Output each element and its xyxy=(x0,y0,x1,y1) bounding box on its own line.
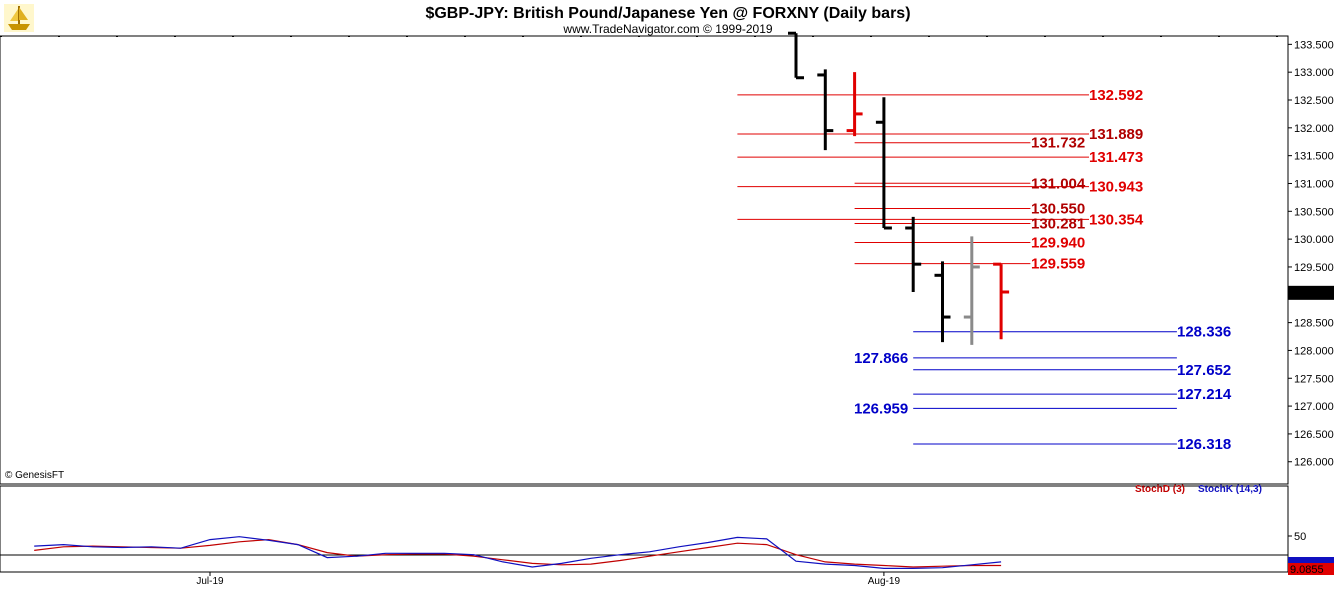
resistance-label: 129.559 xyxy=(1031,256,1085,273)
resistance-label: 132.592 xyxy=(1089,87,1143,104)
x-tick-label: Jul-19 xyxy=(196,576,224,587)
ohlc-bar xyxy=(934,261,951,343)
price-panel xyxy=(0,35,1289,485)
stoch-d-line xyxy=(34,538,1002,568)
stoch-panel xyxy=(0,485,1289,573)
price-tick-label: 131.000 xyxy=(1294,178,1334,190)
stoch-tick-label: 50 xyxy=(1294,531,1306,543)
stoch-d-last-label: 9.0855 xyxy=(1290,564,1324,576)
price-tick-label: 126.000 xyxy=(1294,457,1334,469)
legend-stoch-d: StochD (3) xyxy=(1135,484,1185,495)
ohlc-bar xyxy=(963,236,980,345)
price-tick-label: 130.500 xyxy=(1294,206,1334,218)
chart-subtitle: www.TradeNavigator.com © 1999-2019 xyxy=(562,22,772,36)
price-tick-label: 127.500 xyxy=(1294,373,1334,385)
resistance-label: 129.940 xyxy=(1031,234,1085,251)
ohlc-bar xyxy=(993,262,1010,340)
support-label: 126.318 xyxy=(1177,436,1231,453)
support-label: 126.959 xyxy=(854,400,908,417)
price-tick-label: 130.000 xyxy=(1294,234,1334,246)
support-label: 127.866 xyxy=(854,350,908,367)
copyright-label: © GenesisFT xyxy=(5,470,64,481)
chart-title: $GBP-JPY: British Pound/Japanese Yen @ F… xyxy=(425,5,910,22)
ohlc-bar xyxy=(788,31,804,80)
last-price-box xyxy=(1288,285,1334,300)
support-label: 127.214 xyxy=(1177,386,1232,403)
legend-stoch-k: StochK (14,3) xyxy=(1198,484,1262,495)
price-tick-label: 133.500 xyxy=(1294,39,1334,51)
resistance-label: 130.354 xyxy=(1089,211,1144,228)
price-tick-label: 126.500 xyxy=(1294,429,1334,441)
ohlc-bar xyxy=(817,69,834,151)
price-tick-label: 132.000 xyxy=(1294,123,1334,135)
price-tick-label: 132.500 xyxy=(1294,95,1334,107)
resistance-label: 130.281 xyxy=(1031,215,1085,232)
ship-logo-icon xyxy=(4,4,34,32)
resistance-label: 131.732 xyxy=(1031,135,1085,152)
ohlc-bar xyxy=(846,72,863,137)
resistance-label: 130.943 xyxy=(1089,179,1143,196)
ohlc-bar xyxy=(875,97,892,230)
stoch-k-last-box xyxy=(1288,557,1334,565)
price-tick-label: 133.000 xyxy=(1294,67,1334,79)
resistance-label: 131.473 xyxy=(1089,149,1143,166)
stoch-d-last-box xyxy=(1288,563,1334,575)
resistance-label: 131.004 xyxy=(1031,175,1086,192)
resistance-label: 131.889 xyxy=(1089,126,1143,143)
price-tick-label: 131.500 xyxy=(1294,151,1334,163)
price-tick-label: 128.500 xyxy=(1294,318,1334,330)
price-tick-label: 128.000 xyxy=(1294,345,1334,357)
last-price-label: 129.035 xyxy=(1290,288,1330,300)
ohlc-bar xyxy=(905,216,922,292)
price-tick-label: 129.500 xyxy=(1294,262,1334,274)
stoch-k-line xyxy=(34,536,1002,570)
support-label: 128.336 xyxy=(1177,324,1231,341)
x-tick-label: Aug-19 xyxy=(868,576,901,587)
price-tick-label: 127.000 xyxy=(1294,401,1334,413)
resistance-label: 130.550 xyxy=(1031,201,1085,218)
support-label: 127.652 xyxy=(1177,362,1231,379)
